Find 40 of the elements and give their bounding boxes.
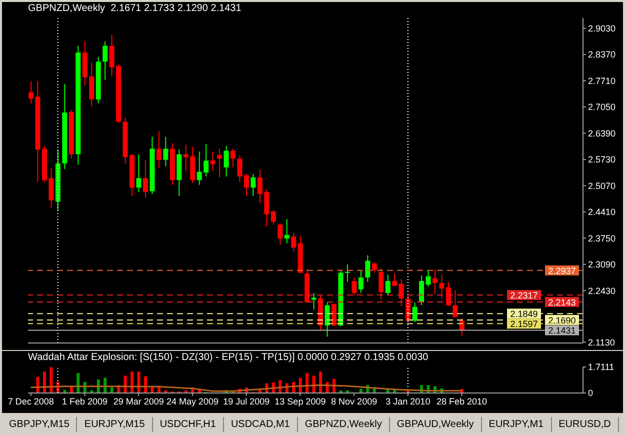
x-tick-label: 28 Feb 2010 <box>436 396 488 406</box>
y-tick-label: 2.5730 <box>588 154 616 165</box>
text: GBPJPY,M15 <box>2 416 78 432</box>
y-tick-label: 2.3090 <box>588 260 616 270</box>
y-tick-label: 2.2430 <box>588 286 616 296</box>
y-tick-label: 2.5070 <box>588 180 616 191</box>
ref-line-label: 2.1597 <box>510 319 538 330</box>
x-tick-label: 8 Nov 2009 <box>331 396 378 406</box>
x-tick-label: 19 Jul 2009 <box>223 396 270 406</box>
x-tick-label: 13 Sep 2009 <box>274 396 326 406</box>
chart-title: Waddah Attar Explosion: [S(150) - DZ(30) - EP(15) - TP(15)] 0.0000 0.2927 0.1935 0.0030 <box>28 352 428 363</box>
ref-line-label: 2.1690 <box>548 315 576 326</box>
y-tick-label: 0 <box>588 388 594 398</box>
text: GBPAUD,Weekly <box>390 416 482 432</box>
text: USDCHF,H1 <box>152 416 224 432</box>
text: EURJPY,M15 <box>77 416 153 432</box>
ref-line-label: 2.1849 <box>510 309 538 320</box>
ref-line-label: 2.2143 <box>548 297 576 308</box>
text: GBPNZD,Weekly <box>298 416 390 432</box>
ref-line-label: 2.2937 <box>548 266 576 276</box>
text: USDCAD,M1 <box>224 416 298 432</box>
y-tick-label: 2.6390 <box>588 128 616 138</box>
text: EURUSD,D <box>552 416 619 432</box>
text: EURJPY,M1 <box>482 416 552 432</box>
y-tick-label: 1.7111 <box>588 362 614 372</box>
y-tick-label: 2.3750 <box>588 233 616 244</box>
y-tick-label: 2.9030 <box>588 24 616 34</box>
y-tick-label: 2.8370 <box>588 50 616 60</box>
chart-title: GBPNZD,Weekly 2.1671 2.1733 2.1290 2.1431 <box>28 3 242 14</box>
ref-line-label: 2.1431 <box>548 326 576 336</box>
y-tick-label: 2.1130 <box>588 337 615 348</box>
x-tick-label: 24 May 2009 <box>166 396 219 406</box>
ref-line-label: 2.2317 <box>510 290 538 301</box>
x-tick-label: 7 Dec 2008 <box>8 396 54 406</box>
y-tick-label: 2.7050 <box>588 102 616 112</box>
x-tick-label: 3 Jan 2010 <box>386 396 430 406</box>
x-tick-label: 1 Feb 2009 <box>62 396 108 406</box>
y-tick-label: 2.4410 <box>588 207 616 218</box>
y-tick-label: 2.7710 <box>588 76 616 86</box>
x-tick-label: 29 Mar 2009 <box>113 396 164 406</box>
